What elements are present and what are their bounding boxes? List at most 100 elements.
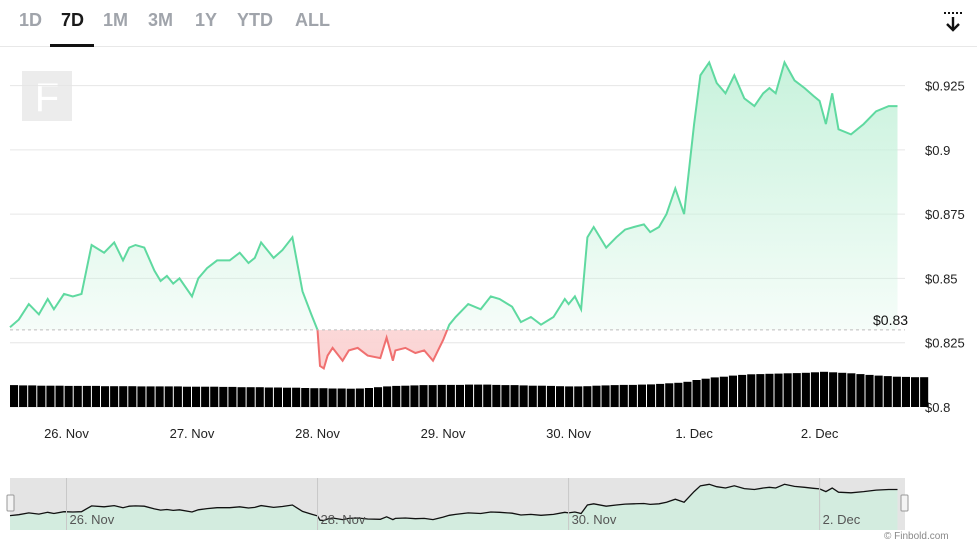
range-navigator[interactable]: 26. Nov 28. Nov 30. Nov 2. Dec (0, 470, 977, 532)
volume-bar (765, 373, 774, 407)
active-tab-indicator (50, 44, 94, 47)
y-tick-label: $0.85 (925, 271, 958, 286)
tab-3m[interactable]: 3M (148, 10, 174, 30)
volume-bar (101, 386, 110, 407)
y-tick-label: $0.825 (925, 336, 965, 351)
navigator-handle-left[interactable] (6, 494, 15, 512)
volume-bar (801, 372, 810, 407)
volume-bar (219, 386, 228, 407)
volume-bar (510, 385, 519, 407)
volume-bar (701, 378, 710, 407)
y-tick-label: $0.9 (925, 143, 950, 158)
watermark-logo: F (22, 71, 72, 121)
logo-letter: F (35, 76, 59, 120)
volume-bar (383, 386, 392, 407)
reference-line: $0.83 (10, 312, 908, 331)
volume-bar (137, 386, 146, 407)
volume-bar (455, 384, 464, 407)
volume-bar (483, 384, 492, 407)
volume-bar (19, 385, 28, 407)
navigator-handle-right[interactable] (900, 494, 909, 512)
volume-bar (182, 386, 191, 407)
tab-1m[interactable]: 1M (103, 10, 129, 30)
volume-bar (710, 377, 719, 407)
tab-1y[interactable]: 1Y (195, 10, 218, 30)
volume-bar (774, 373, 783, 407)
volume-bar (474, 384, 483, 407)
volume-bar (64, 385, 73, 407)
x-tick-label: 26. Nov (44, 426, 89, 441)
volume-bar (838, 372, 847, 407)
volume-bar (401, 385, 410, 407)
volume-bar (911, 377, 920, 407)
volume-bar (237, 387, 246, 407)
volume-bar (519, 385, 528, 407)
volume-bar (164, 386, 173, 407)
x-tick-label: 28. Nov (295, 426, 340, 441)
volume-bar (628, 384, 637, 407)
range-tab-bar: 1D 7D 1M 3M 1Y YTD ALL (0, 0, 977, 47)
y-axis-labels: $0.8 $0.825 $0.85 $0.875 $0.9 $0.925 (925, 79, 965, 415)
x-tick-label: 30. Nov (546, 426, 591, 441)
volume-bar (792, 373, 801, 407)
volume-bar (610, 385, 619, 407)
volume-bar (328, 388, 337, 407)
volume-bar (319, 388, 328, 407)
volume-bar (210, 386, 219, 407)
volume-bar (856, 374, 865, 407)
volume-bar (301, 388, 310, 407)
volume-bar (847, 373, 856, 407)
volume-bar (492, 384, 501, 407)
volume-bar (446, 384, 455, 407)
volume-bar (201, 386, 210, 407)
volume-bar (747, 374, 756, 407)
volume-bar (865, 374, 874, 407)
tab-ytd[interactable]: YTD (237, 10, 273, 30)
volume-bar (437, 384, 446, 407)
tab-1d[interactable]: 1D (19, 10, 43, 30)
volume-bar (920, 377, 929, 407)
source-credit: © Finbold.com (884, 531, 949, 542)
volume-bar (55, 385, 64, 407)
volume-bar (246, 387, 255, 407)
volume-bar (192, 386, 201, 407)
volume-bar (892, 376, 901, 407)
volume-bar (255, 387, 264, 407)
volume-bar (674, 382, 683, 407)
volume-bar (574, 386, 583, 407)
tab-all[interactable]: ALL (295, 10, 330, 30)
volume-bar (619, 384, 628, 407)
volume-bar (37, 385, 46, 407)
price-area (9, 59, 898, 370)
price-line-below (316, 329, 449, 370)
download-arrow-icon[interactable] (940, 10, 966, 36)
volume-bar (665, 383, 674, 407)
volume-bar (283, 387, 292, 407)
volume-bar (110, 386, 119, 407)
volume-bar (583, 386, 592, 407)
volume-bar (91, 385, 100, 407)
volume-bar (820, 371, 829, 407)
price-line-above (9, 59, 898, 330)
volume-bar (901, 376, 910, 407)
volume-bar (683, 381, 692, 407)
volume-bar (346, 388, 355, 407)
volume-bar (883, 376, 892, 407)
price-chart[interactable]: F $0.8 $0.825 $0.85 $0.875 $0.9 $0.925 26. No… (0, 47, 977, 467)
volume-bar (738, 374, 747, 407)
x-axis-labels: 26. Nov 27. Nov 28. Nov 29. Nov 30. Nov 1. De… (44, 426, 839, 441)
volume-bar (73, 385, 82, 407)
volume-bar (829, 372, 838, 407)
volume-bar (392, 385, 401, 407)
tab-7d[interactable]: 7D (61, 10, 85, 30)
navigator-line (9, 483, 898, 522)
volume-bar (501, 385, 510, 407)
volume-bar (810, 372, 819, 407)
volume-bar (28, 385, 37, 407)
reference-price-label: $0.83 (873, 312, 908, 328)
volume-bar (310, 388, 319, 407)
volume-bar (528, 385, 537, 407)
volume-bar (228, 386, 237, 407)
price-area-above (10, 62, 898, 330)
volume-bar (656, 383, 665, 407)
